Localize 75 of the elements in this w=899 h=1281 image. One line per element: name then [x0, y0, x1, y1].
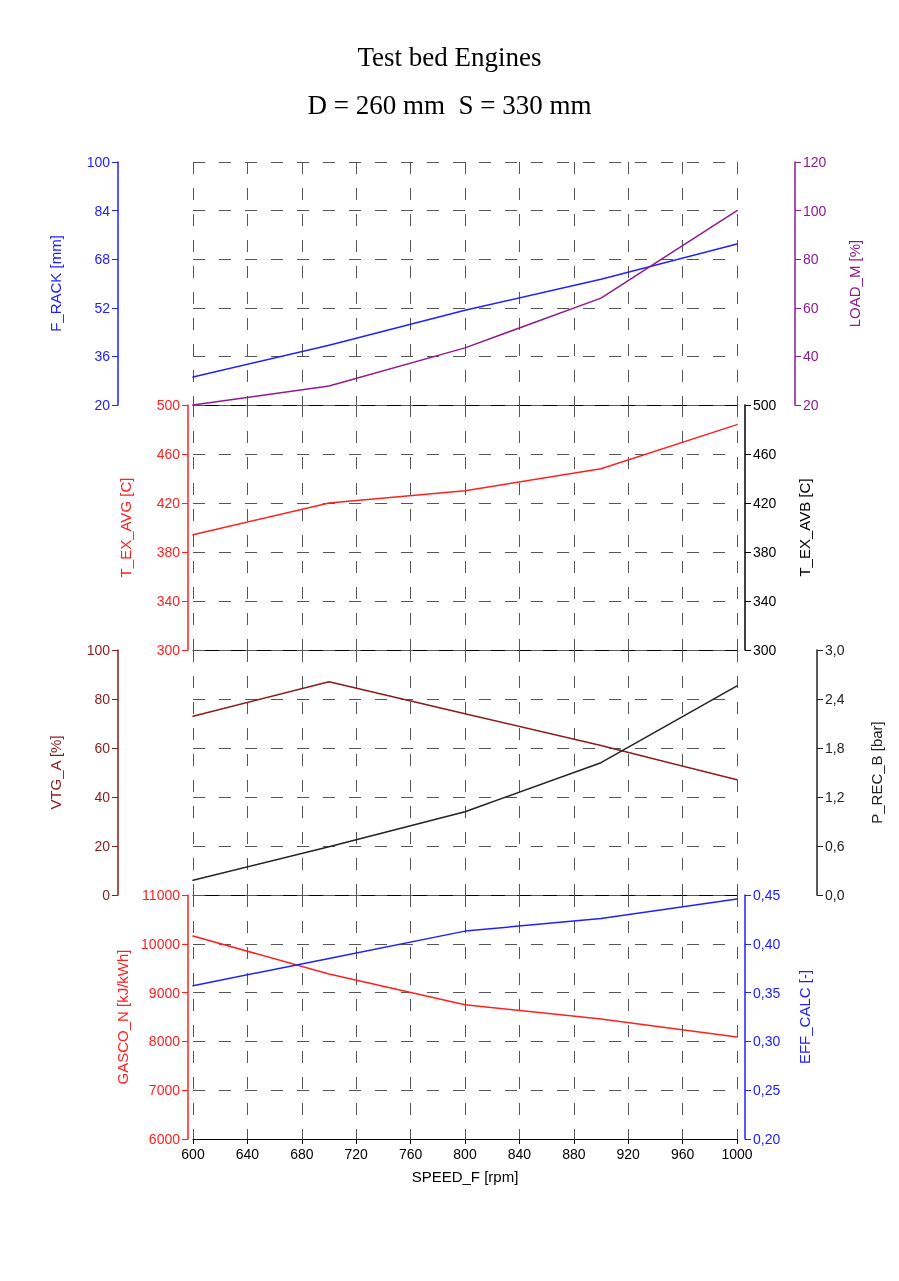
y-tick-label: 10000: [141, 935, 181, 952]
y2-tick-label: 100: [803, 202, 827, 219]
x-tick-label: 680: [290, 1146, 314, 1162]
y-tick-label: 300: [156, 642, 181, 658]
y-tick-label: 340: [156, 593, 181, 609]
line-series: [192, 423, 738, 536]
y2-tick-label: 420: [753, 495, 777, 511]
x-tick-label: 1000: [721, 1146, 753, 1162]
y2-tick-label: 80: [803, 251, 819, 268]
y2-tick-label: 0,30: [753, 1033, 781, 1050]
y2-tick-label: 0,20: [753, 1131, 781, 1147]
chart-subtitle: D = 260 mm S = 330 mm: [307, 89, 592, 120]
y-tick-label: 460: [156, 446, 181, 462]
y-tick-label: 68: [94, 251, 111, 268]
y-tick-label: 80: [94, 691, 111, 707]
y-tick-label: 20: [94, 397, 111, 413]
y-tick-label: 6000: [148, 1131, 181, 1147]
y-axis-title: VTG_A [%]: [47, 735, 64, 810]
y2-tick-label: 60: [803, 299, 819, 316]
y2-axis-title: EFF_CALC [-]: [796, 969, 813, 1065]
y2-tick-label: 0,35: [753, 984, 781, 1001]
chart-title: Test bed Engines: [357, 41, 542, 72]
y2-tick-label: 500: [753, 397, 777, 413]
y-tick-label: 9000: [148, 984, 181, 1001]
y2-tick-label: 380: [753, 544, 777, 560]
x-tick-label: 720: [344, 1146, 369, 1162]
y2-axis-title: LOAD_M [%]: [846, 239, 863, 328]
x-tick-label: 640: [235, 1146, 260, 1162]
y-axis-title: T_EX_AVG [C]: [117, 477, 134, 578]
y2-tick-label: 2,4: [825, 691, 845, 707]
y-tick-label: 52: [94, 299, 111, 316]
x-axis-title: SPEED_F [rpm]: [411, 1168, 519, 1185]
y-tick-label: 40: [94, 789, 111, 805]
y-tick-label: 84: [94, 202, 111, 219]
y-axis-title: GASCO_N [kJ/kWh]: [114, 949, 132, 1085]
y2-tick-label: 340: [753, 593, 777, 609]
y-tick-label: 420: [156, 495, 181, 511]
x-tick-label: 960: [670, 1146, 695, 1162]
y2-tick-label: 0,0: [825, 887, 845, 903]
y-tick-label: 500: [156, 397, 181, 413]
line-series: [192, 243, 738, 378]
y-tick-label: 380: [156, 544, 181, 560]
y-tick-label: 7000: [148, 1082, 181, 1099]
y-axis-title: F_RACK [mm]: [47, 235, 64, 332]
y2-tick-label: 300: [753, 642, 777, 658]
x-tick-label: 880: [562, 1146, 586, 1162]
y2-axis-title: T_EX_AVB [C]: [796, 478, 813, 577]
x-tick-label: 840: [507, 1146, 532, 1162]
y2-tick-label: 20: [803, 397, 819, 413]
y2-tick-label: 3,0: [825, 642, 845, 658]
y2-axis-title: P_REC_B [bar]: [868, 721, 885, 824]
x-tick-label: 600: [181, 1146, 205, 1162]
y-tick-label: 20: [94, 838, 111, 854]
y-tick-label: 36: [94, 348, 111, 365]
y-tick-label: 0: [102, 887, 111, 903]
y-tick-label: 8000: [148, 1033, 181, 1050]
y2-tick-label: 0,6: [825, 838, 845, 854]
y-tick-label: 11000: [142, 887, 181, 903]
y2-tick-label: 0,25: [753, 1082, 781, 1099]
y2-tick-label: 1,8: [825, 740, 845, 756]
y-tick-label: 100: [86, 154, 111, 170]
y2-tick-label: 0,40: [753, 935, 781, 952]
x-tick-label: 920: [616, 1146, 641, 1162]
y2-tick-label: 120: [803, 154, 827, 170]
line-series: [192, 935, 738, 1038]
x-tick-label: 760: [398, 1146, 423, 1162]
y2-tick-label: 0,45: [753, 887, 781, 903]
x-tick-label: 800: [453, 1146, 477, 1162]
y2-tick-label: 460: [753, 446, 777, 462]
line-series: [192, 685, 738, 882]
y2-tick-label: 40: [803, 348, 819, 365]
y-tick-label: 100: [86, 642, 111, 658]
y2-tick-label: 1,2: [825, 789, 845, 805]
y-tick-label: 60: [94, 740, 111, 756]
line-series: [192, 681, 738, 781]
